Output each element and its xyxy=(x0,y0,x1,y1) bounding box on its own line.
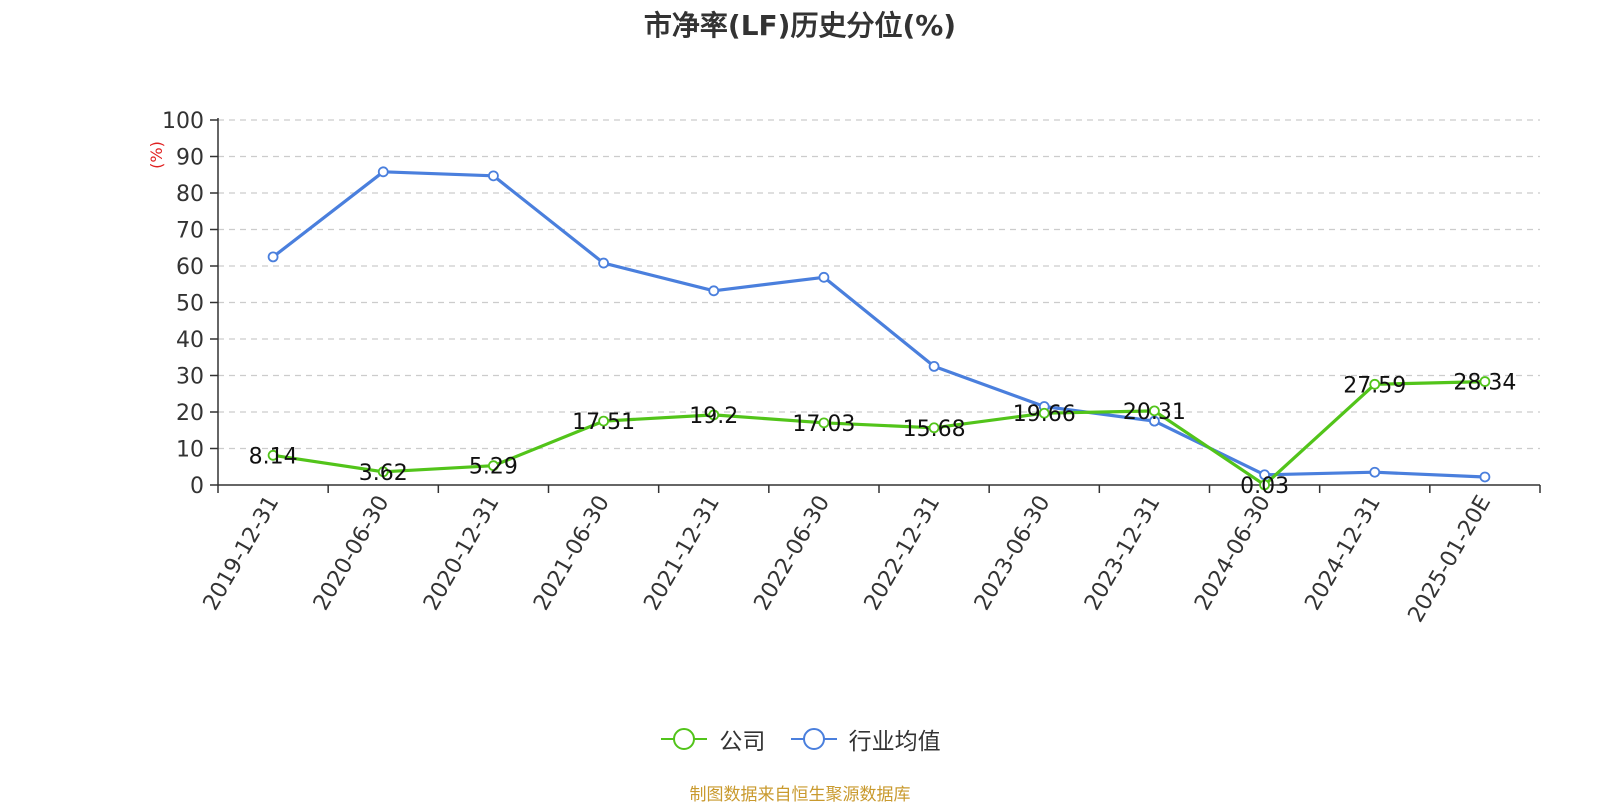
legend-label-company: 公司 xyxy=(719,729,766,755)
legend-marker-company-icon xyxy=(661,728,708,750)
x-tick-label: 2019-12-31 xyxy=(199,492,285,615)
data-label: 3.62 xyxy=(359,461,408,486)
series-1-point[interactable] xyxy=(1369,466,1381,478)
x-tick-label: 2022-12-31 xyxy=(860,491,946,614)
y-tick-label: 30 xyxy=(176,365,204,390)
series-0-point[interactable] xyxy=(488,460,499,472)
x-tick-label: 2025-01-20E xyxy=(1404,492,1497,627)
y-tick-label: 40 xyxy=(176,328,204,353)
chart-title: 市净率(LF)历史分位(%) xyxy=(643,9,957,42)
data-label: 27.59 xyxy=(1343,373,1406,398)
x-tick-label: 2024-12-31 xyxy=(1300,492,1386,615)
series-line-1 xyxy=(272,170,1485,479)
series-1-point[interactable] xyxy=(377,166,389,178)
y-tick-label: 60 xyxy=(176,255,204,280)
data-label: 20.31 xyxy=(1123,400,1186,425)
y-tick-label: 20 xyxy=(176,401,204,426)
data-label: 0.03 xyxy=(1240,474,1289,499)
legend-marker-industry-avg-icon xyxy=(790,728,837,750)
series-0-point[interactable] xyxy=(1479,376,1491,387)
series-1-point[interactable] xyxy=(1259,469,1270,481)
series-1-point[interactable] xyxy=(1479,471,1491,483)
data-label: 17.51 xyxy=(572,410,635,435)
axes: 0 10 20 30 40 50 60 70 80 90 100 2019-12-31 2020-06-… xyxy=(162,109,1541,627)
y-tick-label: 50 xyxy=(176,292,204,317)
source-note: 制图数据来自恒生聚源数据库 xyxy=(689,785,911,805)
data-label: 5.29 xyxy=(469,455,518,480)
x-tick-label: 2023-06-30 xyxy=(970,492,1056,615)
legend-item-company[interactable]: 公司 xyxy=(659,722,765,756)
series-1-point[interactable] xyxy=(1149,415,1160,427)
data-label: 19.2 xyxy=(689,404,738,429)
x-tick-label: 2023-12-31 xyxy=(1080,492,1166,615)
data-label: 19.66 xyxy=(1013,402,1076,427)
series xyxy=(267,166,1491,491)
data-labels: 8.14 3.62 5.29 17.51 19.2 17.03 15.68 19.66 20.3… xyxy=(249,371,1517,499)
series-0-point[interactable] xyxy=(1259,479,1270,491)
series-0-point[interactable] xyxy=(928,422,940,434)
data-label: 8.14 xyxy=(249,444,298,469)
y-tick-label: 100 xyxy=(162,109,204,134)
x-tick-label: 2021-12-31 xyxy=(639,492,725,615)
series-0-point[interactable] xyxy=(377,466,389,478)
series-0-point[interactable] xyxy=(267,449,279,461)
x-tick-label: 2021-06-30 xyxy=(529,492,615,615)
series-0-point[interactable] xyxy=(1149,405,1160,417)
grid-lines xyxy=(218,119,1540,450)
data-label: 28.34 xyxy=(1453,371,1516,396)
series-0-point[interactable] xyxy=(598,415,609,427)
x-tick-label: 2022-06-30 xyxy=(750,492,836,615)
data-label: 17.03 xyxy=(792,412,855,437)
y-tick-label: 90 xyxy=(176,146,204,171)
series-1-point[interactable] xyxy=(928,360,940,372)
y-tick-label: 80 xyxy=(176,182,204,207)
series-1-point[interactable] xyxy=(598,257,609,269)
x-tick-label: 2024-06-30 xyxy=(1190,492,1276,615)
series-0-point[interactable] xyxy=(708,409,720,421)
y-tick-label: 0 xyxy=(190,474,204,499)
y-tick-label: 70 xyxy=(176,219,204,244)
series-1-point[interactable] xyxy=(818,271,830,283)
series-1-point[interactable] xyxy=(267,251,279,263)
y-tick-label: 10 xyxy=(176,438,204,463)
x-tick-label: 2020-12-31 xyxy=(419,491,505,614)
series-0-point[interactable] xyxy=(818,417,830,429)
data-label: 15.68 xyxy=(903,417,966,442)
series-1-point[interactable] xyxy=(708,285,720,297)
x-tick-label: 2020-06-30 xyxy=(309,492,395,615)
series-line-0 xyxy=(272,380,1485,487)
legend-item-industry-avg[interactable]: 行业均值 xyxy=(789,722,941,756)
series-0-point[interactable] xyxy=(1369,378,1381,390)
series-1-point[interactable] xyxy=(488,170,499,182)
legend-label-industry-avg: 行业均值 xyxy=(848,729,941,755)
y-axis-label: (%) xyxy=(147,141,166,169)
legend: 公司 行业均值 xyxy=(0,722,1600,757)
series-0-point[interactable] xyxy=(1038,407,1050,419)
